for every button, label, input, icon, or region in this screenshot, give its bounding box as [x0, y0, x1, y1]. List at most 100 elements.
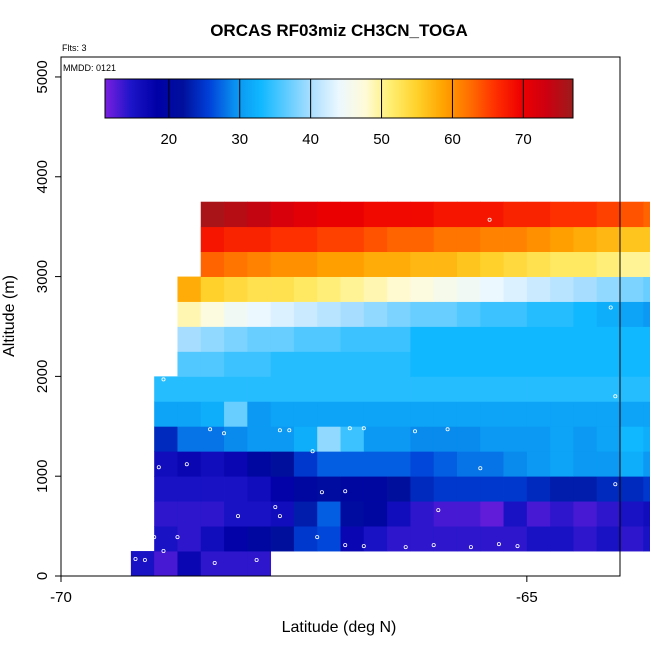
heatmap-cell [643, 426, 650, 452]
sample-point [496, 542, 501, 547]
heatmap-cell [154, 401, 178, 427]
heatmap-cell [526, 526, 551, 552]
heatmap-cell [456, 526, 481, 552]
heatmap-cell [387, 451, 411, 477]
sample-point [184, 462, 189, 467]
x-tick-label: -70 [50, 589, 72, 606]
sample-point [161, 549, 166, 554]
heatmap-cell [480, 501, 504, 527]
heatmap-cell [433, 226, 458, 253]
heatmap-cell [456, 376, 481, 402]
sample-point [403, 545, 408, 550]
heatmap-cell [387, 476, 411, 502]
heatmap-cell [224, 326, 248, 352]
heatmap-cell [247, 326, 272, 352]
heatmap-cell [526, 451, 551, 477]
heatmap-cell [503, 251, 528, 277]
heatmap-cell [363, 226, 388, 253]
heatmap-cell [270, 401, 295, 427]
heatmap-cell [387, 526, 411, 552]
sample-point [315, 535, 320, 540]
heatmap-cell [317, 201, 341, 228]
heatmap-cell [503, 476, 528, 502]
sample-point [273, 505, 278, 510]
heatmap-cell [503, 226, 528, 253]
sample-point [152, 535, 157, 540]
heatmap-cell [363, 276, 388, 302]
heatmap-cell [456, 351, 481, 377]
heatmap-cell [177, 551, 202, 577]
heatmap-cell [596, 201, 621, 228]
heatmap-cell [480, 201, 504, 228]
heatmap-cell [247, 376, 272, 402]
heatmap-cell [154, 551, 178, 577]
heatmap-cell [433, 376, 458, 402]
heatmap-cell [526, 501, 551, 527]
heatmap-cell [387, 226, 411, 253]
heatmap-cell [526, 201, 551, 228]
heatmap-cell [480, 226, 504, 253]
heatmap-cell [154, 426, 178, 452]
heatmap-cell [363, 501, 388, 527]
heatmap-cell [433, 451, 458, 477]
heatmap-cell [154, 451, 178, 477]
heatmap-cell [270, 451, 295, 477]
heatmap-cell [410, 276, 435, 302]
sample-point [343, 489, 348, 494]
heatmap-cell [293, 251, 318, 277]
heatmap-cell [433, 526, 458, 552]
heatmap-cell [456, 226, 481, 253]
heatmap-cell [177, 376, 202, 402]
heatmap-cell [456, 201, 481, 228]
heatmap-cell [596, 226, 621, 253]
y-tick-label: 5000 [34, 60, 51, 93]
heatmap-cell [480, 326, 504, 352]
chart-title: ORCAS RF03miz CH3CN_TOGA [210, 21, 468, 40]
heatmap-cell [247, 476, 272, 502]
heatmap-cell [643, 226, 650, 253]
heatmap-cell [154, 476, 178, 502]
heatmap-cell [596, 351, 621, 377]
heatmap-cell [270, 276, 295, 302]
heatmap-cell [480, 476, 504, 502]
heatmap-cell [224, 376, 248, 402]
colorbar [104, 78, 574, 119]
sample-point [445, 427, 450, 432]
heatmap-cell [270, 201, 295, 228]
sample-point [212, 561, 217, 566]
heatmap-cell [550, 276, 574, 302]
sample-point [277, 428, 282, 433]
heatmap-cell [270, 426, 295, 452]
heatmap-cell [317, 226, 341, 253]
heatmap-cell [200, 326, 225, 352]
heatmap-cell [224, 301, 248, 327]
heatmap-cell [573, 526, 598, 552]
sample-point [608, 305, 613, 310]
sample-point [221, 431, 226, 436]
heatmap-cell [456, 251, 481, 277]
heatmap-cell [340, 401, 365, 427]
heatmap-cell [550, 301, 574, 327]
heatmap-cell [550, 351, 574, 377]
sample-point [277, 514, 282, 519]
sample-point [436, 508, 441, 513]
heatmap-cell [247, 426, 272, 452]
heatmap-cell [363, 351, 388, 377]
heatmap-cell [573, 301, 598, 327]
heatmap-cell [317, 351, 341, 377]
heatmap-cell [387, 401, 411, 427]
heatmap-cell [526, 301, 551, 327]
heatmap-cell [573, 226, 598, 253]
heatmap-cell [550, 226, 574, 253]
heatmap-cell [596, 276, 621, 302]
heatmap-cell [247, 201, 272, 228]
heatmap-cell [363, 476, 388, 502]
heatmap-cell [200, 426, 225, 452]
heatmap-cell [643, 301, 650, 327]
heatmap-cell [177, 526, 202, 552]
heatmap-cell [340, 226, 365, 253]
heatmap-cell [433, 201, 458, 228]
heatmap-cell [573, 376, 598, 402]
heatmap-cell [456, 476, 481, 502]
heatmap-cell [456, 276, 481, 302]
